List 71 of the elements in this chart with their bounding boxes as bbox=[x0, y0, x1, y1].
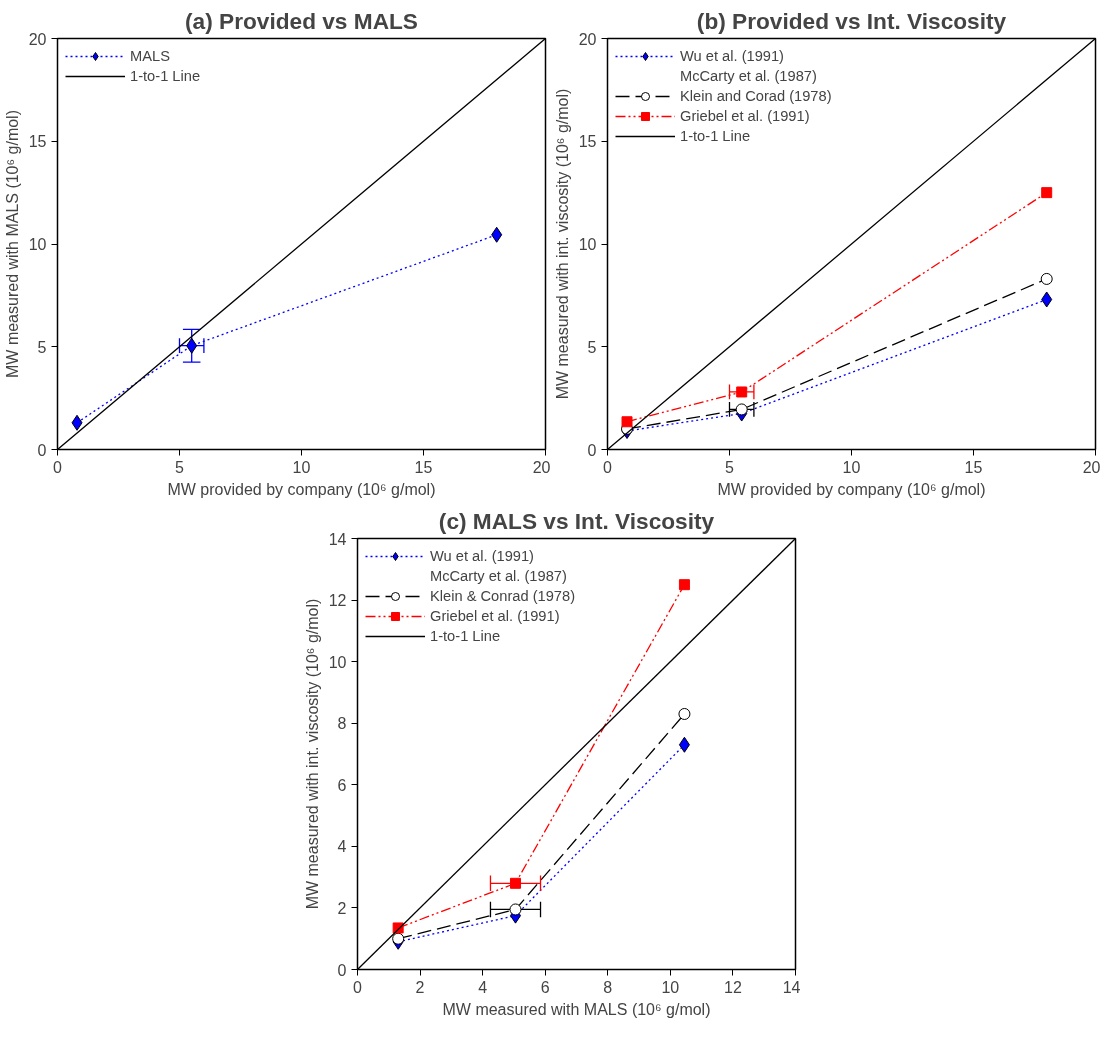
point bbox=[678, 579, 690, 591]
y-tick-label: 15 bbox=[28, 133, 47, 151]
y-axis-title: MW measured with int. viscosity (10⁶ g/mol) bbox=[303, 598, 321, 910]
x-tick-label: 12 bbox=[724, 978, 742, 996]
x-tick-label: 0 bbox=[353, 978, 363, 996]
legend-label: 1-to-1 Line bbox=[130, 68, 201, 84]
y-tick-label: 2 bbox=[337, 899, 347, 917]
y-tick-label: 5 bbox=[587, 338, 597, 356]
legend-label: Wu et al. (1991) bbox=[680, 48, 785, 64]
x-tick-label: 20 bbox=[1082, 458, 1101, 476]
x-tick-label: 15 bbox=[414, 458, 433, 476]
x-tick-label: 2 bbox=[415, 978, 425, 996]
point bbox=[621, 416, 633, 428]
point bbox=[71, 414, 83, 431]
y-tick-label: 14 bbox=[328, 530, 347, 548]
y-tick-label: 12 bbox=[328, 592, 347, 610]
text: McCarty et al. (1987) bbox=[430, 568, 567, 584]
y-tick-label: 10 bbox=[28, 236, 47, 253]
point bbox=[491, 226, 503, 243]
y-tick-label: 4 bbox=[337, 838, 347, 856]
y-tick-label: 15 bbox=[578, 133, 597, 151]
y-tick-label: 20 bbox=[578, 30, 597, 48]
y-tick-label: 8 bbox=[337, 715, 347, 733]
legend-label: Klein & Conrad (1978) bbox=[430, 588, 576, 604]
y-tick-label: 6 bbox=[337, 776, 347, 794]
text: McCarty et al. (1987) bbox=[680, 68, 817, 84]
x-tick-label: 14 bbox=[782, 978, 801, 996]
x-tick-label: 10 bbox=[292, 458, 311, 476]
x-tick-label: 5 bbox=[725, 458, 735, 476]
x-axis-title: MW measured with MALS (10⁶ g/mol) bbox=[442, 1000, 711, 1018]
chart-title: (a) Provided vs MALS bbox=[185, 7, 418, 34]
point bbox=[1041, 291, 1053, 308]
chart-title: (b) Provided vs Int. Viscosity bbox=[696, 7, 1007, 34]
y-tick-label: 10 bbox=[328, 653, 347, 671]
y-tick-label: 0 bbox=[337, 961, 347, 979]
y-axis-title: MW measured with MALS (10⁶ g/mol) bbox=[3, 110, 21, 378]
point bbox=[509, 903, 522, 916]
legend-label: MALS bbox=[130, 48, 170, 64]
y-tick-label: 0 bbox=[37, 441, 47, 459]
x-tick-label: 0 bbox=[603, 458, 613, 476]
legend-label: Wu et al. (1991) bbox=[430, 548, 535, 564]
point bbox=[1040, 272, 1053, 285]
x-tick-label: 0 bbox=[53, 458, 63, 476]
point bbox=[509, 877, 521, 889]
x-tick-label: 10 bbox=[661, 978, 680, 996]
y-tick-label: 0 bbox=[587, 441, 597, 459]
legend-label: 1-to-1 Line bbox=[430, 628, 501, 644]
point bbox=[678, 736, 690, 753]
point bbox=[736, 386, 748, 398]
x-tick-label: 6 bbox=[540, 978, 550, 996]
legend-label: Griebel et al. (1991) bbox=[680, 108, 810, 124]
x-tick-label: 15 bbox=[964, 458, 983, 476]
chart-title: (c) MALS vs Int. Viscosity bbox=[438, 507, 715, 534]
y-tick-label: 5 bbox=[37, 338, 47, 356]
point bbox=[392, 932, 405, 945]
x-axis-title: MW provided by company (10⁶ g/mol) bbox=[167, 480, 436, 498]
x-tick-label: 20 bbox=[532, 458, 551, 476]
y-tick-label: 20 bbox=[28, 30, 47, 48]
point bbox=[1041, 187, 1053, 199]
legend-label: Klein and Corad (1978) bbox=[680, 88, 832, 104]
x-axis-title: MW provided by company (10⁶ g/mol) bbox=[717, 480, 986, 498]
x-tick-label: 8 bbox=[603, 978, 613, 996]
point bbox=[186, 337, 198, 354]
y-tick-label: 10 bbox=[578, 236, 597, 253]
x-tick-label: 5 bbox=[175, 458, 185, 476]
point bbox=[735, 403, 748, 416]
x-tick-label: 4 bbox=[478, 978, 488, 996]
y-axis-title: MW measured with int. viscosity (10⁶ g/mol) bbox=[553, 88, 571, 400]
x-tick-label: 10 bbox=[842, 458, 861, 476]
legend-label: Griebel et al. (1991) bbox=[430, 608, 560, 624]
legend-label: 1-to-1 Line bbox=[680, 128, 751, 144]
